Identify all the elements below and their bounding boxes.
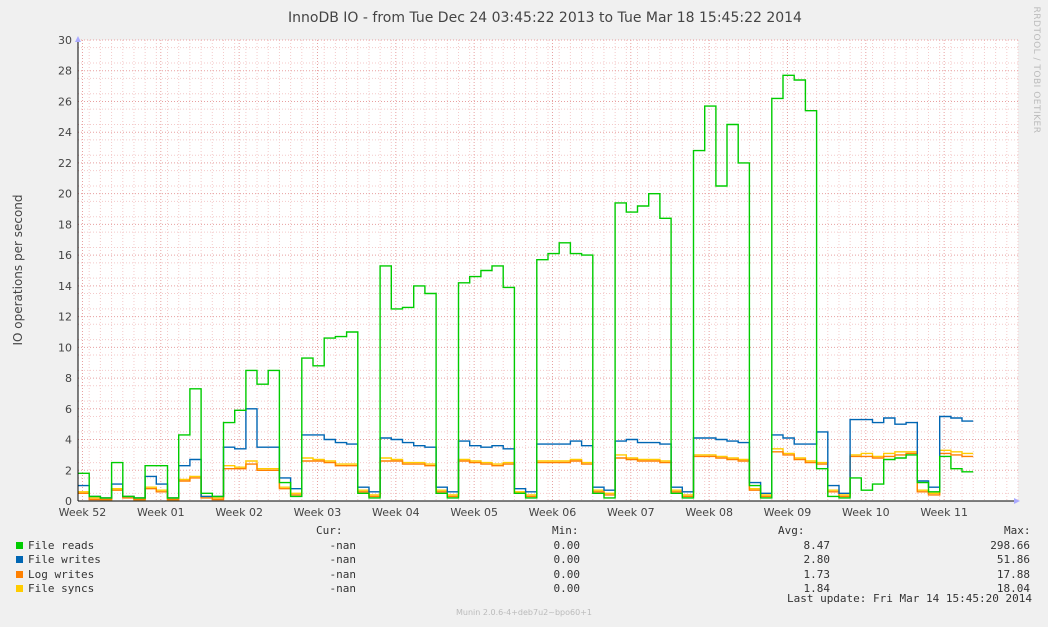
- legend-max-value: 18.04: [996, 582, 1030, 595]
- y-tick-label: 4: [65, 434, 72, 447]
- legend-max-value: 51.86: [996, 553, 1030, 566]
- legend-avg-value: 2.80: [803, 553, 831, 566]
- last-update: Last update: Fri Mar 14 15:45:20 2014: [786, 592, 1032, 605]
- y-tick-label: 10: [58, 341, 72, 354]
- legend-swatch: [16, 570, 23, 578]
- y-tick-label: 20: [58, 188, 72, 201]
- x-tick-label: Week 01: [137, 506, 185, 519]
- legend-header-min: Min:: [552, 524, 579, 537]
- legend-min-value: 0.00: [553, 553, 581, 566]
- legend-row-log-writes: Log writes -nan 0.00 1.73 17.88: [16, 568, 1032, 583]
- x-ticks: Week 52 Week 01 Week 02 Week 03 Week 04 Week …: [59, 506, 968, 519]
- legend-avg-value: 1.73: [803, 567, 831, 581]
- y-tick-label: 24: [58, 126, 72, 139]
- legend-min-value: 0.00: [553, 567, 581, 581]
- legend-name: File reads: [28, 538, 95, 552]
- x-tick-label: Week 11: [920, 506, 968, 519]
- legend-cur-value: -nan: [329, 582, 357, 595]
- y-tick-label: 14: [58, 280, 72, 293]
- y-tick-label: 16: [58, 249, 72, 262]
- y-tick-label: 28: [58, 65, 72, 78]
- munin-version-footer: Munin 2.0.6-4+deb7u2~bpo60+1: [456, 608, 592, 617]
- legend-header-max: Max:: [1004, 524, 1031, 537]
- legend-header: Cur: Min: Avg: Max:: [16, 524, 1032, 539]
- legend-entry-file-reads: File reads: [16, 539, 94, 552]
- x-tick-label: Week 09: [764, 506, 812, 519]
- legend-min-value: 0.00: [553, 582, 581, 595]
- y-tick-label: 26: [58, 95, 72, 108]
- rrdtool-watermark: RRDTOOL / TOBI OETIKER: [1031, 7, 1041, 134]
- legend-row-file-reads: File reads -nan 0.00 8.47 298.66: [16, 539, 1032, 554]
- legend-avg-value: 1.84: [803, 582, 831, 595]
- series-line-file-reads: [78, 74, 974, 499]
- y-tick-label: 30: [58, 34, 72, 47]
- legend-cur-value: -nan: [329, 538, 357, 552]
- legend-entry-file-syncs: File syncs: [16, 582, 94, 595]
- legend-header-avg: Avg:: [778, 524, 805, 537]
- x-tick-label: Week 08: [685, 506, 733, 519]
- legend-max-value: 17.88: [996, 567, 1030, 581]
- y-tick-label: 8: [65, 372, 72, 385]
- legend: Cur: Min: Avg: Max: File reads -nan 0.00…: [16, 524, 1032, 597]
- legend-swatch: [16, 556, 23, 563]
- y-tick-label: 6: [65, 403, 72, 416]
- y-axis-arrow: [75, 36, 81, 42]
- legend-row-file-syncs: File syncs -nan 0.00 1.84 18.04: [16, 582, 1032, 597]
- y-tick-label: 0: [65, 495, 72, 508]
- x-tick-label: Week 52: [59, 506, 107, 519]
- legend-header-cur: Cur:: [316, 524, 343, 537]
- legend-entry-file-writes: File writes: [16, 553, 101, 566]
- x-tick-label: Week 06: [529, 506, 577, 519]
- legend-avg-value: 8.47: [803, 538, 831, 552]
- y-tick-label: 12: [58, 311, 72, 324]
- legend-name: Log writes: [28, 567, 95, 581]
- y-axis-label: IO operations per second: [11, 194, 25, 345]
- series-group: [78, 74, 974, 501]
- legend-cur-value: -nan: [329, 553, 357, 566]
- legend-name: File syncs: [28, 582, 95, 595]
- x-axis-arrow: [1014, 498, 1020, 504]
- legend-swatch: [16, 541, 23, 549]
- x-tick-label: Week 10: [842, 506, 890, 519]
- legend-cur-value: -nan: [329, 567, 357, 581]
- legend-name: File writes: [28, 553, 101, 566]
- chart-title: InnoDB IO - from Tue Dec 24 03:45:22 201…: [288, 10, 802, 26]
- y-tick-label: 22: [58, 157, 72, 170]
- legend-row-file-writes: File writes -nan 0.00 2.80 51.86: [16, 553, 1032, 568]
- x-tick-label: Week 02: [215, 506, 263, 519]
- x-tick-label: Week 04: [372, 506, 420, 519]
- x-tick-label: Week 03: [294, 506, 342, 519]
- y-tick-label: 18: [58, 218, 72, 231]
- legend-swatch: [16, 585, 23, 592]
- x-tick-label: Week 07: [607, 506, 655, 519]
- y-tick-label: 2: [65, 464, 72, 477]
- legend-min-value: 0.00: [553, 538, 581, 552]
- legend-entry-log-writes: Log writes: [16, 568, 94, 581]
- x-tick-label: Week 05: [450, 506, 498, 519]
- legend-max-value: 298.66: [990, 538, 1030, 552]
